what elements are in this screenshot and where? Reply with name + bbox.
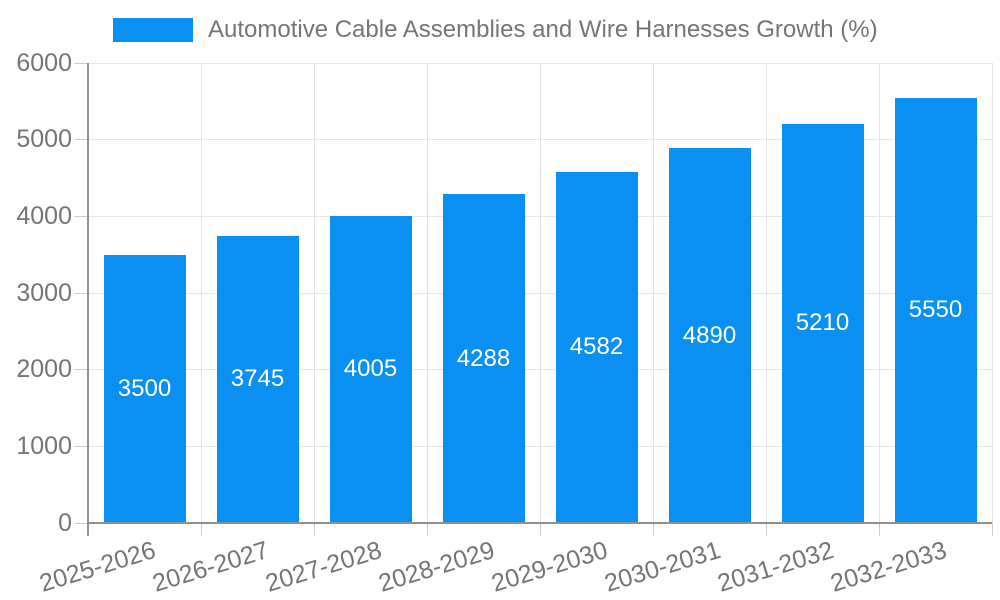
bar-value-label: 3500 bbox=[117, 374, 172, 402]
y-axis-tick-label: 2000 bbox=[16, 355, 72, 384]
y-axis-line bbox=[87, 63, 89, 536]
x-axis-tick bbox=[539, 523, 541, 536]
bar[interactable] bbox=[555, 171, 638, 523]
bar-value-label: 4005 bbox=[343, 355, 398, 383]
y-axis-tick-label: 0 bbox=[58, 508, 72, 537]
x-axis-tick bbox=[652, 523, 654, 536]
y-axis-tick-label: 4000 bbox=[16, 201, 72, 230]
y-axis-tick bbox=[74, 522, 88, 524]
x-gridline bbox=[652, 63, 654, 523]
y-axis-tick-label: 6000 bbox=[16, 48, 72, 77]
y-axis-tick-label: 5000 bbox=[16, 125, 72, 154]
y-axis-tick-label: 1000 bbox=[16, 431, 72, 460]
x-gridline bbox=[539, 63, 541, 523]
x-axis-tick bbox=[991, 523, 993, 536]
bar-value-label: 5210 bbox=[795, 309, 850, 337]
legend-title: Automotive Cable Assemblies and Wire Har… bbox=[208, 16, 878, 43]
bar-value-label: 3745 bbox=[230, 365, 285, 393]
x-axis-tick bbox=[878, 523, 880, 536]
x-axis-line bbox=[88, 522, 992, 524]
x-gridline bbox=[765, 63, 767, 523]
x-gridline bbox=[426, 63, 428, 523]
x-axis-tick bbox=[765, 523, 767, 536]
bar[interactable] bbox=[894, 97, 977, 523]
x-gridline bbox=[991, 63, 993, 523]
y-axis-tick bbox=[74, 445, 88, 447]
x-axis-tick bbox=[313, 523, 315, 536]
bar[interactable] bbox=[103, 254, 186, 523]
bar-value-label: 4288 bbox=[456, 344, 511, 372]
y-axis-tick bbox=[74, 369, 88, 371]
y-axis-tick bbox=[74, 215, 88, 217]
bar[interactable] bbox=[781, 123, 864, 523]
x-axis-tick bbox=[200, 523, 202, 536]
bar-value-label: 4890 bbox=[682, 321, 737, 349]
bar[interactable] bbox=[216, 235, 299, 523]
legend: Automotive Cable Assemblies and Wire Har… bbox=[113, 10, 878, 50]
y-axis-tick bbox=[74, 62, 88, 64]
bar[interactable] bbox=[442, 194, 525, 523]
y-axis-tick bbox=[74, 139, 88, 141]
y-axis-tick-label: 3000 bbox=[16, 278, 72, 307]
bar[interactable] bbox=[668, 148, 751, 523]
bar[interactable] bbox=[329, 215, 412, 523]
legend-swatch bbox=[113, 18, 193, 42]
x-gridline bbox=[313, 63, 315, 523]
x-gridline bbox=[200, 63, 202, 523]
bar-value-label: 4582 bbox=[569, 333, 624, 361]
x-axis-tick bbox=[426, 523, 428, 536]
bar-value-label: 5550 bbox=[908, 296, 963, 324]
y-axis-tick bbox=[74, 292, 88, 294]
x-gridline bbox=[878, 63, 880, 523]
